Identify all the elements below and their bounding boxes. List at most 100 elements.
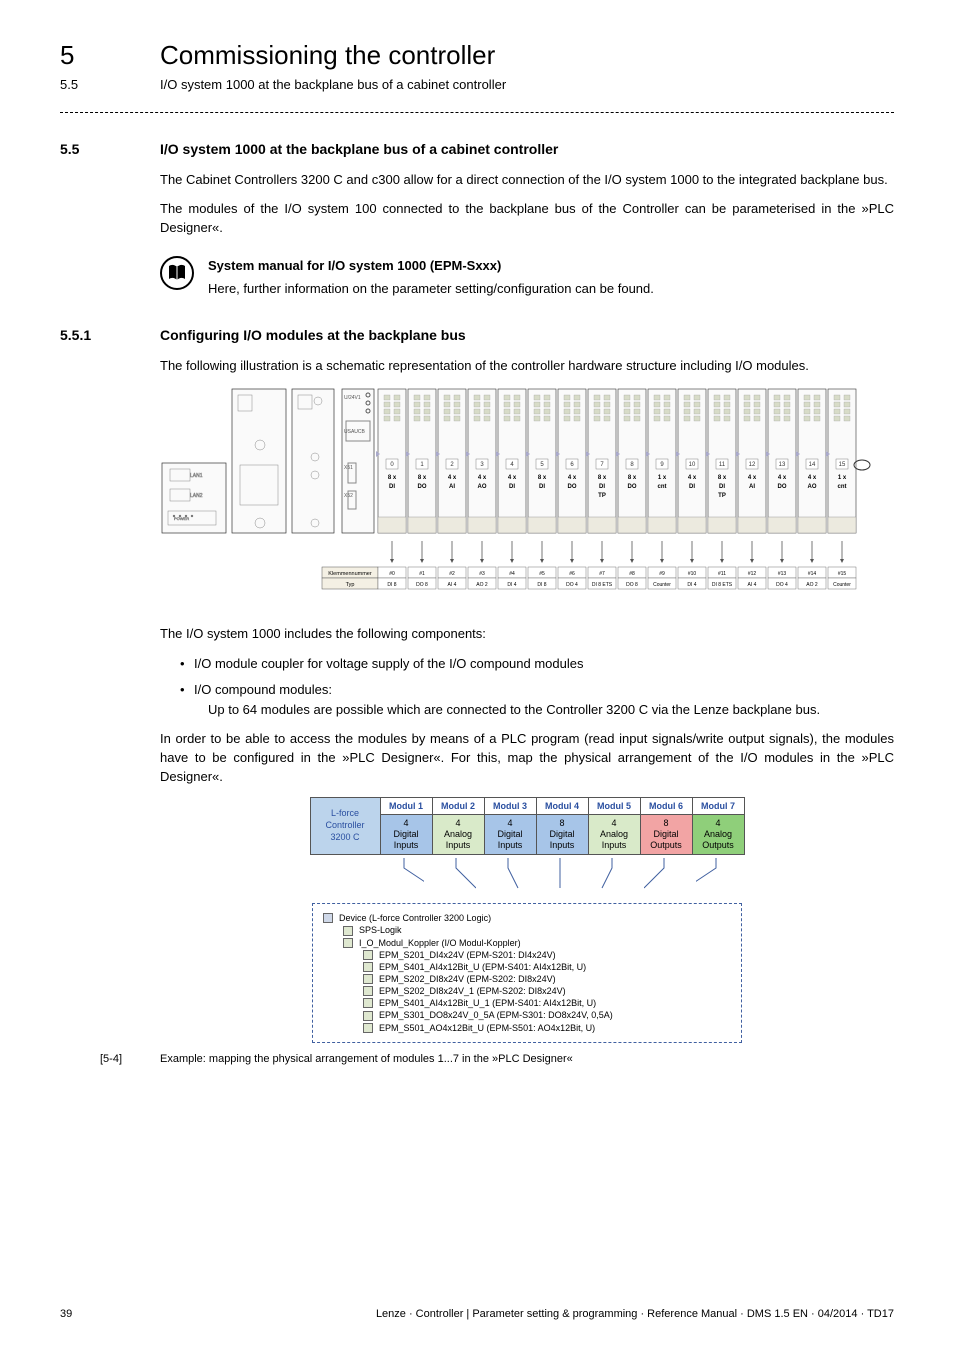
svg-text:#14: #14 bbox=[808, 571, 817, 577]
page-number: 39 bbox=[60, 1308, 72, 1320]
divider bbox=[60, 112, 894, 113]
para-5-5-1-intro: The following illustration is a schemati… bbox=[160, 357, 894, 376]
svg-text:DI: DI bbox=[509, 484, 515, 490]
section-5-5-heading: 5.5 I/O system 1000 at the backplane bus… bbox=[60, 141, 894, 157]
label-x51: X51 bbox=[344, 465, 353, 471]
info-box: System manual for I/O system 1000 (EPM-S… bbox=[160, 256, 894, 299]
module-cell: 4AnalogOutputs bbox=[692, 814, 744, 855]
module-header: Modul 7 bbox=[692, 797, 744, 814]
svg-text:DO: DO bbox=[568, 484, 577, 490]
svg-text:AO: AO bbox=[478, 484, 487, 490]
tree-icon bbox=[363, 962, 373, 972]
svg-text:1 x: 1 x bbox=[838, 475, 847, 481]
svg-text:8 x: 8 x bbox=[388, 475, 397, 481]
svg-text:8 x: 8 x bbox=[538, 475, 547, 481]
svg-text:#2: #2 bbox=[449, 571, 455, 577]
svg-text:4 x: 4 x bbox=[508, 475, 517, 481]
svg-text:#10: #10 bbox=[688, 571, 697, 577]
svg-text:cnt: cnt bbox=[658, 484, 667, 490]
svg-text:4 x: 4 x bbox=[448, 475, 457, 481]
svg-text:8 x: 8 x bbox=[418, 475, 427, 481]
module-header: Modul 3 bbox=[484, 797, 536, 814]
tree-icon bbox=[363, 1011, 373, 1021]
tree-item: EPM_S301_DO8x24V_0_5A (EPM-S301: DO8x24V… bbox=[323, 1009, 731, 1021]
module-header: Modul 6 bbox=[640, 797, 692, 814]
svg-text:#7: #7 bbox=[599, 571, 605, 577]
module-cell: 4AnalogInputs bbox=[588, 814, 640, 855]
label-uv1: U/24V1 bbox=[344, 395, 361, 401]
label-ubus: USAUCB bbox=[344, 429, 366, 435]
svg-text:#15: #15 bbox=[838, 571, 847, 577]
list-item: I/O module coupler for voltage supply of… bbox=[180, 654, 894, 674]
tree-icon bbox=[363, 998, 373, 1008]
label-x52: X52 bbox=[344, 493, 353, 499]
svg-text:DI 4: DI 4 bbox=[507, 582, 516, 588]
page-footer: 39 Lenze · Controller | Parameter settin… bbox=[60, 1308, 894, 1320]
svg-text:4 x: 4 x bbox=[808, 475, 817, 481]
svg-text:#12: #12 bbox=[748, 571, 757, 577]
tree-icon bbox=[363, 1023, 373, 1033]
module-cell: 4DigitalInputs bbox=[484, 814, 536, 855]
svg-text:#9: #9 bbox=[659, 571, 665, 577]
info-title: System manual for I/O system 1000 (EPM-S… bbox=[208, 256, 654, 276]
svg-text:4 x: 4 x bbox=[688, 475, 697, 481]
svg-text:11: 11 bbox=[719, 462, 726, 468]
tree-item: EPM_S202_DI8x24V_1 (EPM-S202: DI8x24V) bbox=[323, 985, 731, 997]
subheader-number: 5.5 bbox=[60, 77, 160, 92]
tree-icon bbox=[363, 986, 373, 996]
svg-text:LAN1: LAN1 bbox=[190, 473, 203, 479]
svg-text:#0: #0 bbox=[389, 571, 395, 577]
svg-text:DI 8 ETS: DI 8 ETS bbox=[592, 582, 613, 588]
svg-text:1 x: 1 x bbox=[658, 475, 667, 481]
svg-text:DO: DO bbox=[628, 484, 637, 490]
svg-text:4 x: 4 x bbox=[478, 475, 487, 481]
list-item: I/O compound modules: Up to 64 modules a… bbox=[180, 680, 894, 720]
svg-text:AO 2: AO 2 bbox=[476, 582, 488, 588]
svg-text:Counter: Counter bbox=[833, 582, 851, 588]
svg-text:8 x: 8 x bbox=[628, 475, 637, 481]
svg-text:#13: #13 bbox=[778, 571, 787, 577]
svg-text:DI: DI bbox=[599, 484, 605, 490]
tree-item: EPM_S201_DI4x24V (EPM-S201: DI4x24V) bbox=[323, 949, 731, 961]
svg-text:DI 8 ETS: DI 8 ETS bbox=[712, 582, 733, 588]
para-5-5-1: The Cabinet Controllers 3200 C and c300 … bbox=[160, 171, 894, 190]
svg-text:DI: DI bbox=[689, 484, 695, 490]
module-header: Modul 4 bbox=[536, 797, 588, 814]
info-text: System manual for I/O system 1000 (EPM-S… bbox=[208, 256, 654, 299]
tree-icon bbox=[343, 926, 353, 936]
tree-item: EPM_S401_AI4x12Bit_U (EPM-S401: AI4x12Bi… bbox=[323, 961, 731, 973]
tree-icon bbox=[323, 913, 333, 923]
svg-text:Typ: Typ bbox=[346, 582, 355, 588]
section-title: I/O system 1000 at the backplane bus of … bbox=[160, 141, 558, 157]
svg-text:AO 2: AO 2 bbox=[806, 582, 818, 588]
svg-text:DI 4: DI 4 bbox=[687, 582, 696, 588]
svg-text:#8: #8 bbox=[629, 571, 635, 577]
svg-text:DO: DO bbox=[418, 484, 427, 490]
svg-text:#6: #6 bbox=[569, 571, 575, 577]
svg-text:DO 4: DO 4 bbox=[776, 582, 788, 588]
svg-text:AI 4: AI 4 bbox=[448, 582, 457, 588]
svg-text:cnt: cnt bbox=[838, 484, 847, 490]
svg-text:DI: DI bbox=[389, 484, 395, 490]
controller-cell: L-force Controller 3200 C bbox=[310, 797, 380, 855]
tree-item: EPM_S202_DI8x24V (EPM-S202: DI8x24V) bbox=[323, 973, 731, 985]
tree-icon bbox=[363, 950, 373, 960]
svg-text:14: 14 bbox=[809, 462, 816, 468]
chapter-number: 5 bbox=[60, 40, 160, 71]
plc-tree: Device (L-force Controller 3200 Logic) S… bbox=[312, 903, 742, 1042]
svg-text:DO 8: DO 8 bbox=[626, 582, 638, 588]
svg-text:AI: AI bbox=[449, 484, 455, 490]
chapter-subheader: 5.5 I/O system 1000 at the backplane bus… bbox=[60, 77, 894, 92]
svg-text:4 x: 4 x bbox=[778, 475, 787, 481]
chapter-title: Commissioning the controller bbox=[160, 40, 495, 71]
chapter-header: 5 Commissioning the controller bbox=[60, 40, 894, 71]
svg-text:15: 15 bbox=[839, 462, 846, 468]
svg-text:Klemmennummer: Klemmennummer bbox=[328, 571, 372, 577]
component-list: I/O module coupler for voltage supply of… bbox=[180, 654, 894, 720]
svg-text:DI: DI bbox=[539, 484, 545, 490]
caption-num: [5-4] bbox=[100, 1053, 160, 1065]
footer-text: Lenze · Controller | Parameter setting &… bbox=[376, 1308, 894, 1320]
tree-item: EPM_S401_AI4x12Bit_U_1 (EPM-S401: AI4x12… bbox=[323, 997, 731, 1009]
section-num: 5.5 bbox=[60, 141, 160, 157]
svg-text:#5: #5 bbox=[539, 571, 545, 577]
